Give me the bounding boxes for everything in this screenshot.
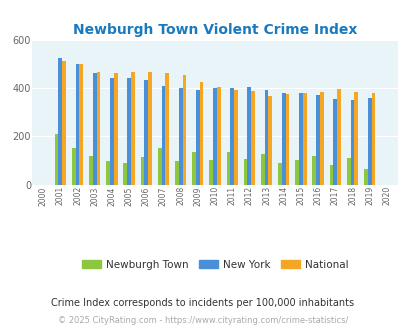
Bar (230, 88, 234, 185)
Bar (89, 156, 93, 185)
Bar (226, 152, 230, 185)
Bar (196, 90, 199, 185)
Bar (312, 156, 315, 185)
Bar (144, 80, 148, 185)
Bar (178, 88, 182, 185)
Bar (277, 163, 281, 185)
Bar (243, 159, 247, 185)
Bar (216, 87, 220, 185)
Bar (247, 87, 251, 185)
Bar (346, 158, 350, 185)
Bar (165, 73, 169, 185)
Bar (285, 94, 289, 185)
Bar (329, 165, 333, 185)
Bar (131, 72, 134, 185)
Bar (367, 98, 371, 185)
Text: © 2025 CityRating.com - https://www.cityrating.com/crime-statistics/: © 2025 CityRating.com - https://www.city… (58, 316, 347, 325)
Bar (337, 89, 340, 185)
Bar (302, 93, 306, 185)
Bar (106, 161, 110, 185)
Legend: Newburgh Town, New York, National: Newburgh Town, New York, National (77, 255, 352, 274)
Bar (192, 152, 196, 185)
Bar (260, 154, 264, 185)
Bar (58, 58, 62, 185)
Title: Newburgh Town Violent Crime Index: Newburgh Town Violent Crime Index (73, 23, 356, 37)
Bar (55, 134, 58, 185)
Bar (123, 163, 127, 185)
Bar (294, 160, 298, 185)
Bar (209, 160, 213, 185)
Bar (158, 148, 161, 185)
Bar (213, 88, 216, 185)
Bar (113, 73, 117, 185)
Bar (354, 92, 357, 185)
Bar (264, 90, 268, 185)
Bar (199, 82, 203, 185)
Bar (333, 99, 337, 185)
Bar (371, 93, 375, 185)
Bar (363, 169, 367, 185)
Bar (93, 73, 96, 185)
Bar (281, 93, 285, 185)
Bar (251, 91, 254, 185)
Bar (110, 78, 113, 185)
Bar (72, 148, 75, 185)
Bar (182, 75, 186, 185)
Bar (79, 64, 83, 185)
Bar (62, 61, 66, 185)
Bar (350, 100, 354, 185)
Bar (140, 157, 144, 185)
Bar (268, 96, 272, 185)
Bar (96, 72, 100, 185)
Bar (298, 93, 302, 185)
Bar (175, 161, 178, 185)
Bar (75, 64, 79, 185)
Bar (148, 72, 151, 185)
Bar (127, 78, 131, 185)
Text: Crime Index corresponds to incidents per 100,000 inhabitants: Crime Index corresponds to incidents per… (51, 298, 354, 308)
Bar (234, 90, 237, 185)
Bar (319, 92, 323, 185)
Bar (161, 85, 165, 185)
Bar (315, 94, 319, 185)
